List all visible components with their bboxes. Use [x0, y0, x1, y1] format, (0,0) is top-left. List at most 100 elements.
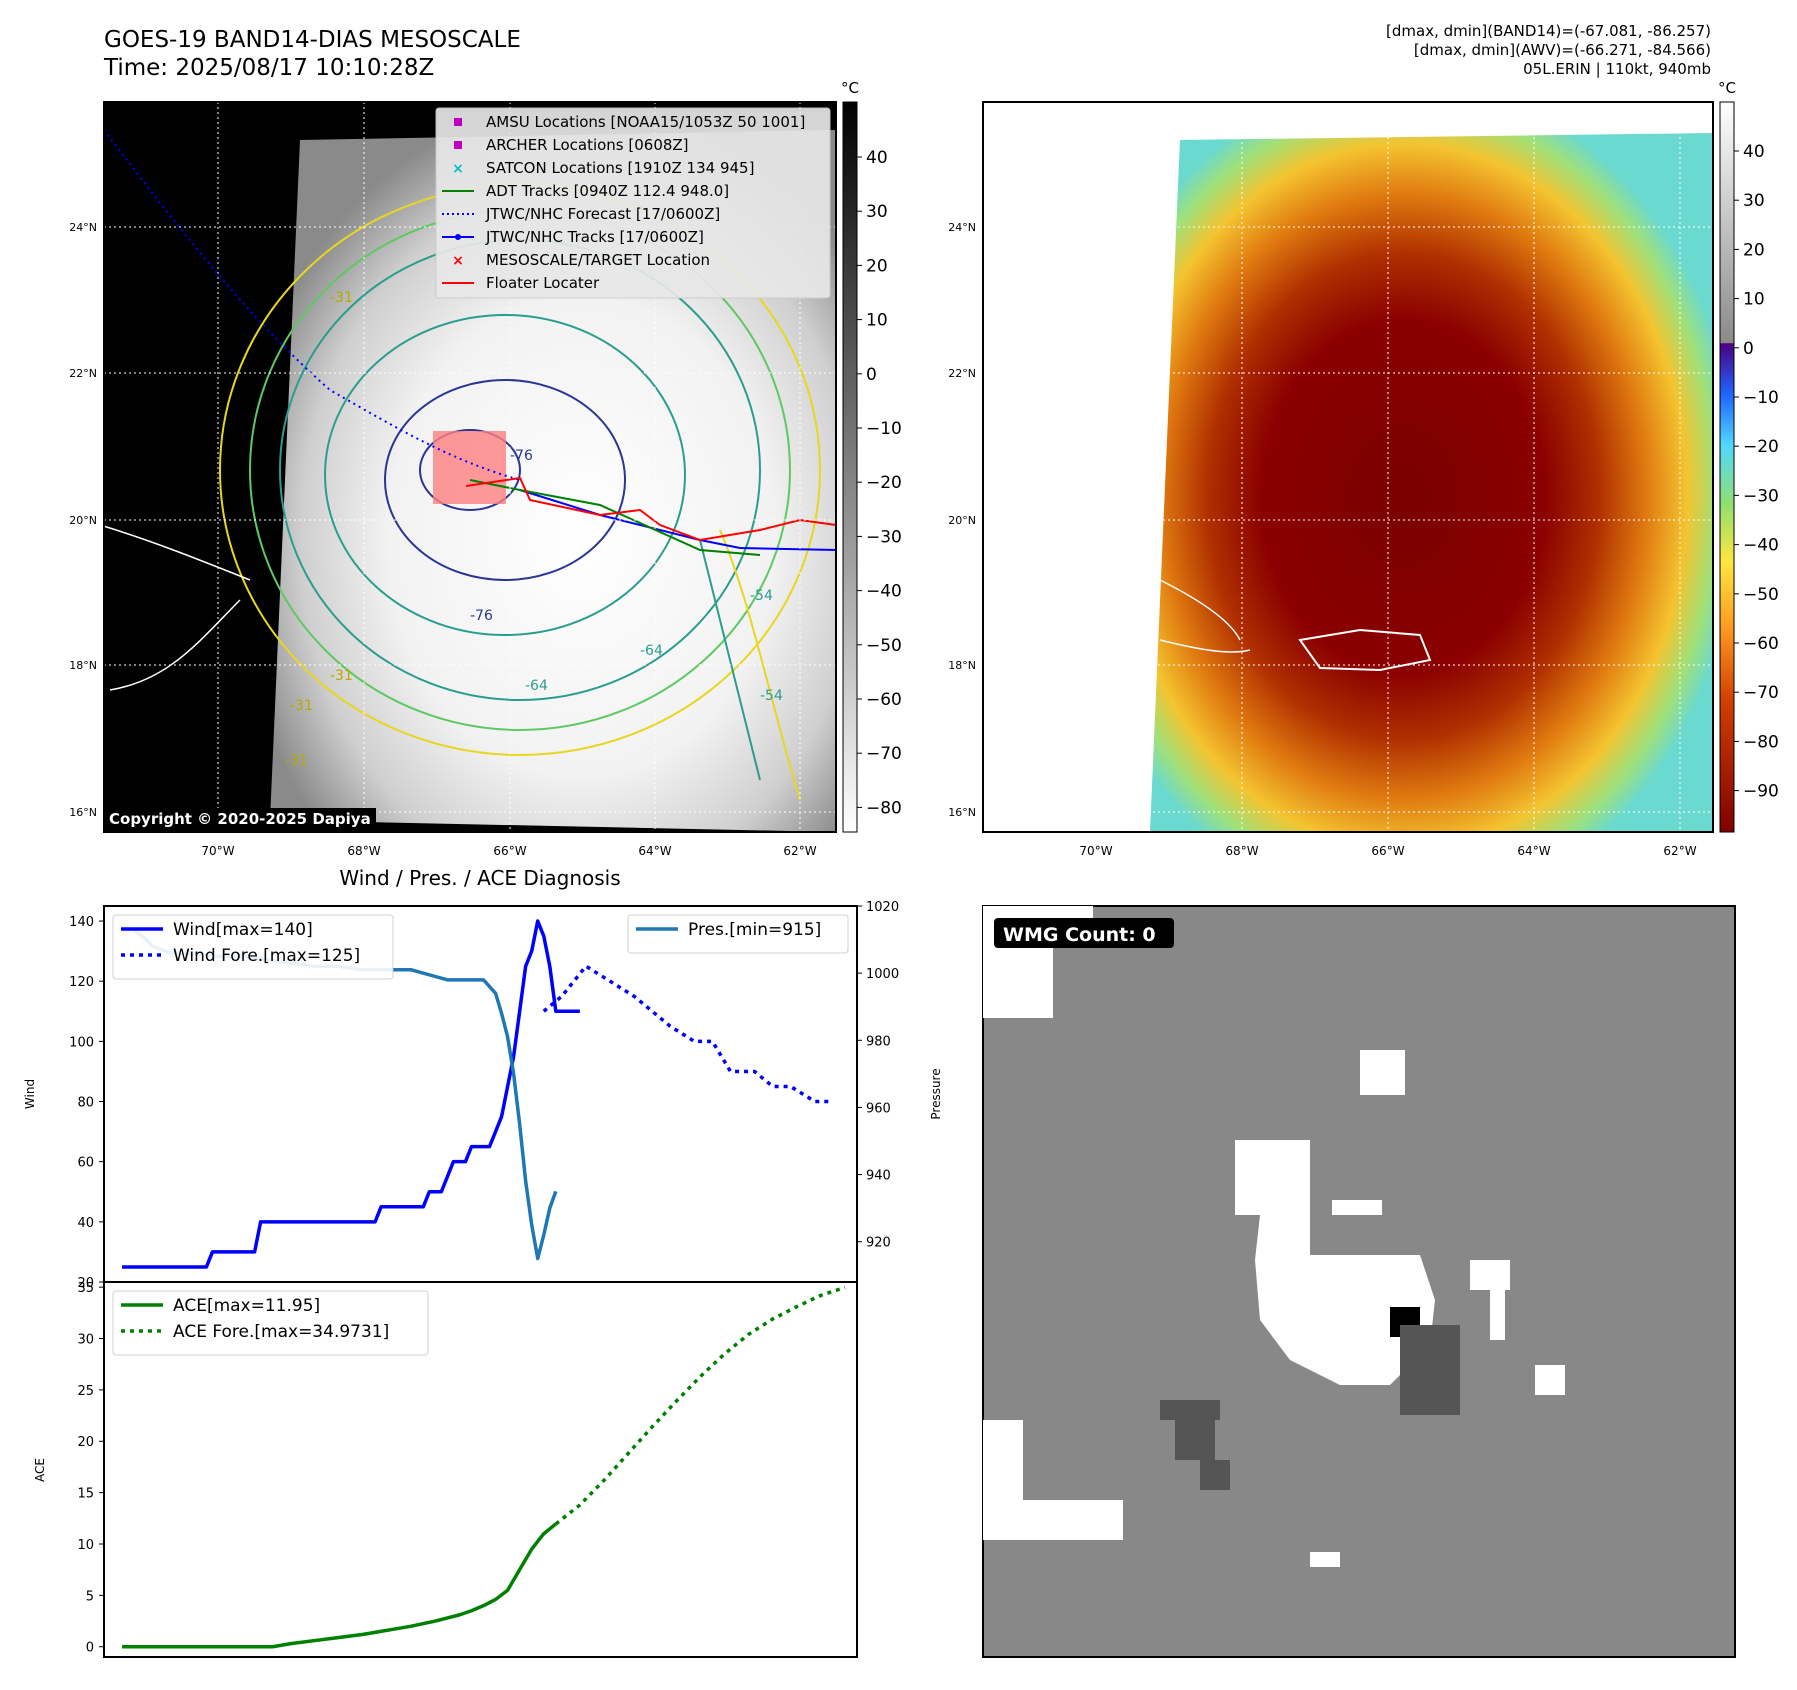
y-tick-label: 20 [77, 1435, 94, 1450]
colorbar-tick-label: −10 [1743, 388, 1779, 408]
legend-entry: ACE Fore.[max=34.9731] [173, 1322, 389, 1342]
colorbar-tick-label: −80 [866, 798, 902, 818]
chart-legend [112, 1290, 429, 1356]
legend-entry: Pres.[min=915] [688, 920, 821, 940]
pressure-axis-label: Pressure [929, 1068, 943, 1119]
colorbar-tick-label: −40 [866, 582, 902, 602]
series-line [122, 1522, 557, 1649]
y2-tick-label: 980 [866, 1034, 891, 1049]
right-ir-map [983, 102, 1713, 832]
y-tick-label: 10 [77, 1538, 94, 1553]
y-tick-label: 30 [77, 1333, 94, 1348]
lat-tick-label: 16°N [69, 806, 97, 819]
left-map-legend: AMSU Locations [NOAA15/1053Z 50 1001] ARC… [435, 107, 831, 299]
lat-tick-label: 22°N [69, 367, 97, 380]
colorbar-tick-label: 30 [866, 202, 888, 222]
info-band14: [dmax, dmin](BAND14)=(-67.081, -86.257) [1386, 22, 1711, 40]
wmg-panel: WMG Count: 0 [982, 905, 1736, 1658]
contour-label: -54 [760, 688, 783, 704]
legend-entry: Floater Locater [486, 274, 600, 292]
page-title: GOES-19 BAND14-DIAS MESOSCALE [104, 27, 521, 53]
legend-marker [455, 234, 461, 240]
contour-label: -31 [330, 668, 353, 684]
lon-tick-label: 64°W [1517, 844, 1550, 858]
legend-entry: JTWC/NHC Tracks [17/0600Z] [485, 228, 704, 246]
contour-label: -64 [525, 678, 548, 694]
y-tick-label: 40 [77, 1216, 94, 1231]
colorbar-tick-label: −80 [1743, 732, 1779, 752]
contour-label: -76 [470, 608, 493, 624]
colorbar-tick-label: 30 [1743, 191, 1765, 211]
lon-tick-label: 66°W [493, 844, 526, 858]
colorbar-tick-label: 40 [866, 148, 888, 168]
lat-tick-label: 18°N [948, 659, 976, 672]
colorbar-tick-label: 10 [1743, 290, 1765, 310]
colorbar-tick-label: −20 [866, 473, 902, 493]
colorbar-tick-label: −30 [866, 527, 902, 547]
y2-tick-label: 1000 [866, 967, 899, 982]
colorbar-tick-label: −60 [866, 690, 902, 710]
legend-entry: AMSU Locations [NOAA15/1053Z 50 1001] [486, 113, 805, 131]
lon-tick-label: 62°W [1663, 844, 1696, 858]
lon-tick-label: 66°W [1371, 844, 1404, 858]
y-tick-label: 60 [77, 1156, 94, 1171]
legend-entry: Wind Fore.[max=125] [173, 946, 360, 966]
legend-entry: Wind[max=140] [173, 920, 313, 940]
colorbar-tick-label: 10 [866, 311, 888, 331]
info-awv: [dmax, dmin](AWV)=(-66.271, -84.566) [1413, 41, 1711, 59]
legend-marker: × [452, 253, 464, 269]
y2-tick-label: 920 [866, 1236, 891, 1251]
contour-label: -31 [330, 290, 353, 306]
left-colorbar-ticks: 40 30 20 10 0 −10 −20 −30 −40 −50 −60 −70 −80 [857, 148, 902, 818]
series-line [122, 919, 580, 1269]
legend-entry: ARCHER Locations [0608Z] [486, 136, 689, 154]
colorbar-tick-label: −50 [1743, 585, 1779, 605]
right-colorbar-ticks: 40 30 20 10 0 −10 −20 −30 −40 −50 −60 −70 −80 −90 [1734, 142, 1779, 802]
info-storm: 05L.ERIN | 110kt, 940mb [1523, 60, 1711, 78]
contour-label: -76 [510, 448, 533, 464]
contour-label: -31 [285, 753, 308, 769]
contour-label: -31 [290, 698, 313, 714]
y2-tick-label: 940 [866, 1169, 891, 1184]
series-line [554, 1285, 846, 1526]
lat-tick-label: 22°N [948, 367, 976, 380]
lat-tick-label: 20°N [69, 514, 97, 527]
wmg-count-label: WMG Count: 0 [1003, 924, 1156, 946]
diagnosis-title: Wind / Pres. / ACE Diagnosis [339, 866, 620, 890]
colorbar-tick-label: 20 [1743, 240, 1765, 260]
map-axis-labels: 24°N 22°N 20°N 18°N 16°N 24°N 22°N 20°N 18°N 16°N… [69, 221, 1696, 858]
colorbar-tick-label: 40 [1743, 142, 1765, 162]
left-colorbar [842, 101, 858, 833]
y2-tick-label: 1020 [866, 900, 899, 915]
colorbar-tick-label: −50 [866, 636, 902, 656]
colorbar-tick-label: −40 [1743, 536, 1779, 556]
contour-label: -64 [640, 643, 663, 659]
legend-entry: MESOSCALE/TARGET Location [486, 251, 710, 269]
legend-marker [454, 141, 462, 149]
y-tick-label: 100 [69, 1035, 94, 1050]
chart-legend [112, 914, 394, 980]
legend-entry: ACE[max=11.95] [173, 1296, 320, 1316]
colorbar-tick-label: −70 [1743, 683, 1779, 703]
y-tick-label: 140 [69, 915, 94, 930]
y-tick-label: 35 [77, 1281, 94, 1296]
lon-tick-label: 70°W [1079, 844, 1112, 858]
wind-axis-label: Wind [23, 1079, 37, 1109]
ace-axis-label: ACE [33, 1458, 47, 1482]
left-colorbar-unit: °C [841, 79, 859, 97]
lat-tick-label: 16°N [948, 806, 976, 819]
y-tick-label: 15 [77, 1487, 94, 1502]
colorbar-tick-label: 20 [866, 256, 888, 276]
left-map-gridlines [104, 102, 836, 832]
legend-marker [454, 118, 462, 126]
lon-tick-label: 70°W [201, 844, 234, 858]
lat-tick-label: 18°N [69, 659, 97, 672]
legend-entry: ADT Tracks [0940Z 112.4 948.0] [486, 182, 729, 200]
lat-tick-label: 20°N [948, 514, 976, 527]
lon-tick-label: 62°W [783, 844, 816, 858]
page-subtitle-time: Time: 2025/08/17 10:10:28Z [104, 55, 435, 81]
legend-entry: JTWC/NHC Forecast [17/0600Z] [485, 205, 720, 223]
lat-tick-label: 24°N [948, 221, 976, 234]
y-tick-label: 5 [86, 1589, 94, 1604]
